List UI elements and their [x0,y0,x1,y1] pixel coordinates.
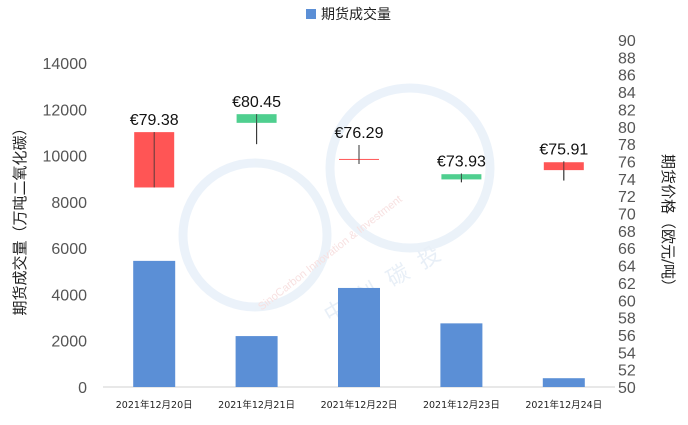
candle-price-label: €79.38 [130,112,179,129]
y-left-tick-label: 2000 [51,334,87,351]
candle-price-label: €76.29 [335,125,384,142]
y-right-tick-label: 64 [618,259,636,276]
y-axis-right-ticks: 5052545658606264666870727476788082848688… [618,33,636,397]
y-left-tick-label: 14000 [43,56,88,73]
legend-label: 期货成交量 [321,6,391,23]
y-left-tick-label: 8000 [51,195,87,212]
y-left-tick-label: 0 [78,380,87,397]
y-right-tick-label: 68 [618,224,636,241]
x-tick-label: 2021年12月23日 [423,399,500,411]
x-tick-label: 2021年12月20日 [116,399,193,411]
y-right-tick-label: 56 [618,328,636,345]
y-right-tick-label: 74 [618,172,636,189]
volume-bar [235,336,278,387]
y-right-tick-label: 70 [618,207,636,224]
volume-bar [542,378,585,387]
y-left-tick-label: 6000 [51,241,87,258]
candle-price-label: €75.91 [539,141,588,158]
y-left-tick-label: 4000 [51,287,87,304]
y-right-tick-label: 72 [618,189,636,206]
legend: 期货成交量 [306,6,391,23]
y-right-tick-label: 88 [618,50,636,67]
y-right-tick-label: 80 [618,120,636,137]
y-right-tick-label: 52 [618,363,636,380]
candle-price-label: €80.45 [232,94,281,111]
y-right-tick-label: 62 [618,276,636,293]
y-right-tick-label: 84 [618,85,636,102]
y-right-tick-label: 50 [618,380,636,397]
y-right-tick-label: 54 [618,345,636,362]
candle-price-label: €73.93 [437,154,486,171]
y-right-tick-label: 90 [618,33,636,50]
volume-bar [338,287,380,387]
x-tick-label: 2021年12月24日 [525,399,602,411]
y-right-tick-label: 78 [618,137,636,154]
y-left-tick-label: 10000 [43,149,88,166]
y-right-tick-label: 76 [618,154,636,171]
y-axis-left-label: 期货成交量（万吨二氧化碳） [11,120,29,315]
x-tick-label: 2021年12月21日 [218,399,295,411]
y-right-tick-label: 60 [618,293,636,310]
y-right-tick-label: 58 [618,311,636,328]
y-axis-left-ticks: 0 2000 4000 6000 8000 10000 12000 14000 [43,56,88,397]
y-axis-right-label: 期货价格（欧元/吨） [659,154,677,294]
legend-swatch [306,9,316,19]
y-right-tick-label: 86 [618,68,636,85]
volume-bar [440,323,483,387]
y-right-tick-label: 66 [618,241,636,258]
volume-bar [133,260,176,387]
x-axis-ticks: 2021年12月20日 2021年12月21日 2021年12月22日 2021年12… [116,399,602,411]
y-left-tick-label: 12000 [43,102,88,119]
y-right-tick-label: 82 [618,102,636,119]
price-candles: €79.38 €80.45 €76.29 €73.93 €75.91 [130,94,588,188]
volume-bars [133,260,585,387]
x-tick-label: 2021年12月22日 [321,399,398,411]
